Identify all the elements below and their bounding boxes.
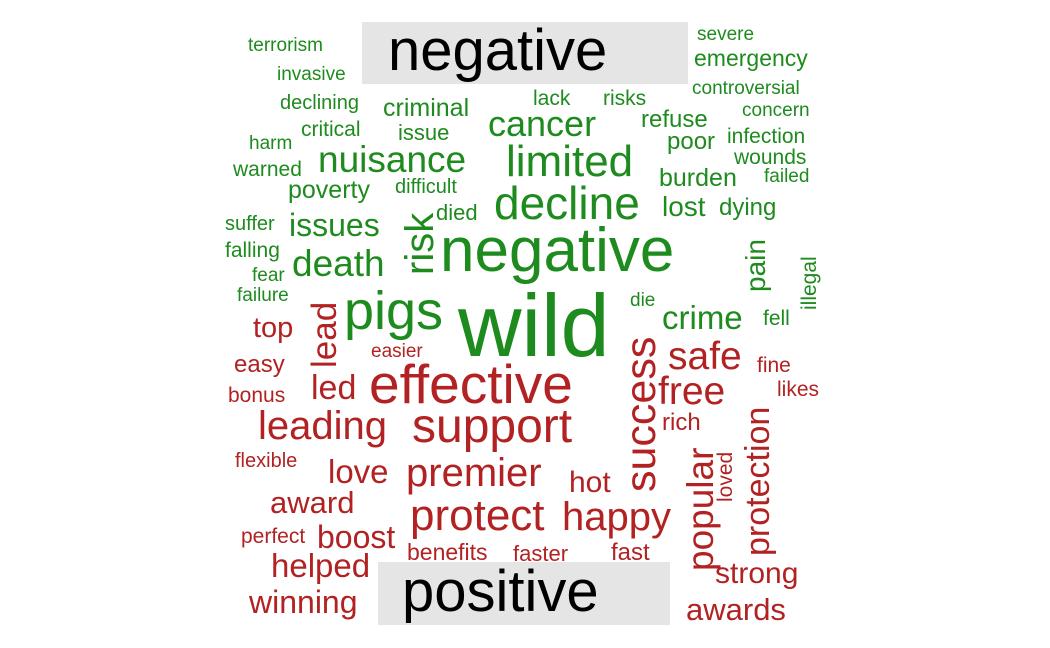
word-infection: infection (727, 125, 806, 148)
word-terrorism: terrorism (248, 35, 323, 56)
word-leading: leading (258, 404, 388, 448)
word-risk: risk (398, 212, 442, 275)
word-award: award (270, 485, 355, 520)
word-lead: lead (305, 301, 344, 368)
word-critical: critical (301, 118, 361, 141)
word-fell: fell (763, 307, 790, 330)
word-poverty: poverty (288, 176, 370, 204)
word-lack: lack (533, 87, 571, 110)
word-top: top (253, 312, 294, 344)
word-fear: fear (252, 265, 285, 286)
word-awards: awards (686, 592, 786, 627)
word-negative: negative (440, 216, 675, 285)
word-benefits: benefits (407, 539, 488, 565)
word-perfect: perfect (241, 525, 306, 548)
word-severe: severe (697, 24, 755, 45)
word-crime: crime (662, 299, 743, 336)
word-limited: limited (506, 137, 634, 186)
word-suffer: suffer (225, 213, 275, 235)
word-pigs: pigs (344, 281, 444, 341)
word-effective: effective (369, 353, 573, 415)
word-nuisance: nuisance (318, 139, 467, 180)
word-protection: protection (739, 406, 777, 556)
word-concern: concern (742, 100, 810, 121)
positive-label-box (378, 562, 670, 625)
word-free: free (658, 370, 726, 413)
word-cancer: cancer (488, 103, 597, 144)
word-difficult: difficult (395, 176, 457, 198)
word-premier: premier (406, 451, 542, 495)
word-easier: easier (371, 341, 423, 362)
word-controversial: controversial (692, 78, 800, 99)
word-fast: fast (611, 539, 650, 566)
word-emergency: emergency (694, 45, 808, 71)
word-winning: winning (249, 584, 358, 620)
word-burden: burden (659, 164, 737, 192)
word-risks: risks (603, 87, 647, 110)
word-bonus: bonus (228, 384, 286, 407)
word-helped: helped (271, 547, 371, 584)
word-failed: failed (764, 166, 810, 187)
word-falling: falling (225, 239, 280, 262)
word-success: success (617, 336, 665, 492)
word-pain: pain (740, 239, 771, 292)
word-warned: warned (233, 158, 302, 181)
word-wild: wild (458, 276, 610, 375)
positive-group-label: positive (402, 559, 599, 624)
negative-group-label: negative (388, 18, 608, 83)
word-wounds: wounds (734, 146, 807, 169)
word-issue: issue (398, 120, 450, 145)
word-flexible: flexible (235, 450, 298, 472)
word-easy: easy (234, 351, 285, 378)
word-death: death (292, 243, 385, 284)
word-died: died (436, 200, 478, 225)
word-die: die (630, 290, 656, 311)
word-decline: decline (494, 177, 640, 229)
word-popular: popular (680, 447, 721, 571)
word-rich: rich (662, 409, 701, 436)
word-hot: hot (569, 466, 611, 499)
word-led: led (311, 369, 357, 407)
word-illegal: illegal (798, 256, 821, 310)
word-dying: dying (719, 194, 777, 221)
word-refuse: refuse (641, 106, 708, 133)
word-criminal: criminal (383, 94, 470, 122)
word-support: support (412, 400, 573, 453)
word-issues: issues (289, 207, 380, 243)
word-fine: fine (757, 354, 791, 377)
word-poor: poor (667, 128, 716, 155)
word-safe: safe (668, 335, 742, 378)
word-invasive: invasive (277, 64, 346, 85)
word-harm: harm (249, 133, 293, 154)
negative-label-box (362, 22, 688, 84)
word-protect: protect (410, 491, 545, 540)
word-failure: failure (237, 285, 289, 306)
word-love: love (328, 453, 389, 490)
word-lost: lost (662, 191, 706, 222)
word-happy: happy (562, 495, 671, 539)
word-faster: faster (513, 541, 569, 566)
word-boost: boost (317, 519, 396, 555)
word-declining: declining (280, 92, 359, 114)
word-likes: likes (777, 378, 820, 401)
word-strong: strong (715, 557, 799, 590)
